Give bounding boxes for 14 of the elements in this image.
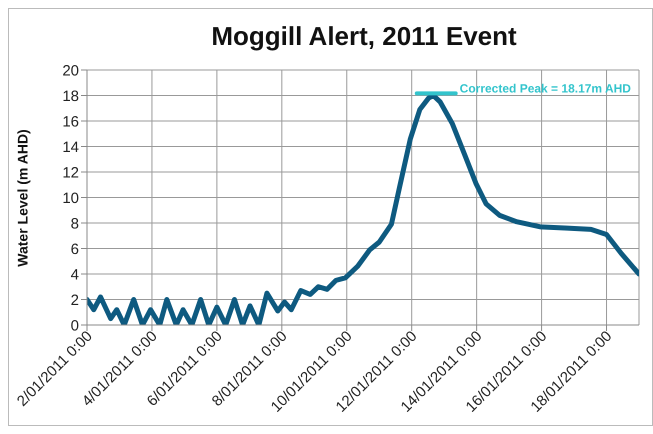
y-tick-label: 6 (70, 240, 79, 258)
y-axis-title: Water Level (m AHD) (15, 129, 31, 267)
annotation: Corrected Peak = 18.17m AHD (460, 82, 632, 96)
y-tick-label: 10 (62, 190, 79, 207)
y-tick-label: 2 (70, 292, 79, 309)
y-tick-label: 16 (62, 113, 79, 130)
y-tick-label: 8 (70, 215, 79, 232)
chart-title: Moggill Alert, 2011 Event (210, 21, 518, 52)
y-tick-label: 12 (62, 164, 79, 182)
y-tick-label: 18 (62, 88, 79, 105)
y-tick-label: 4 (70, 266, 79, 284)
y-tick-label: 0 (70, 317, 79, 334)
y-tick-label: 20 (62, 62, 79, 80)
y-tick-label: 14 (62, 138, 79, 156)
